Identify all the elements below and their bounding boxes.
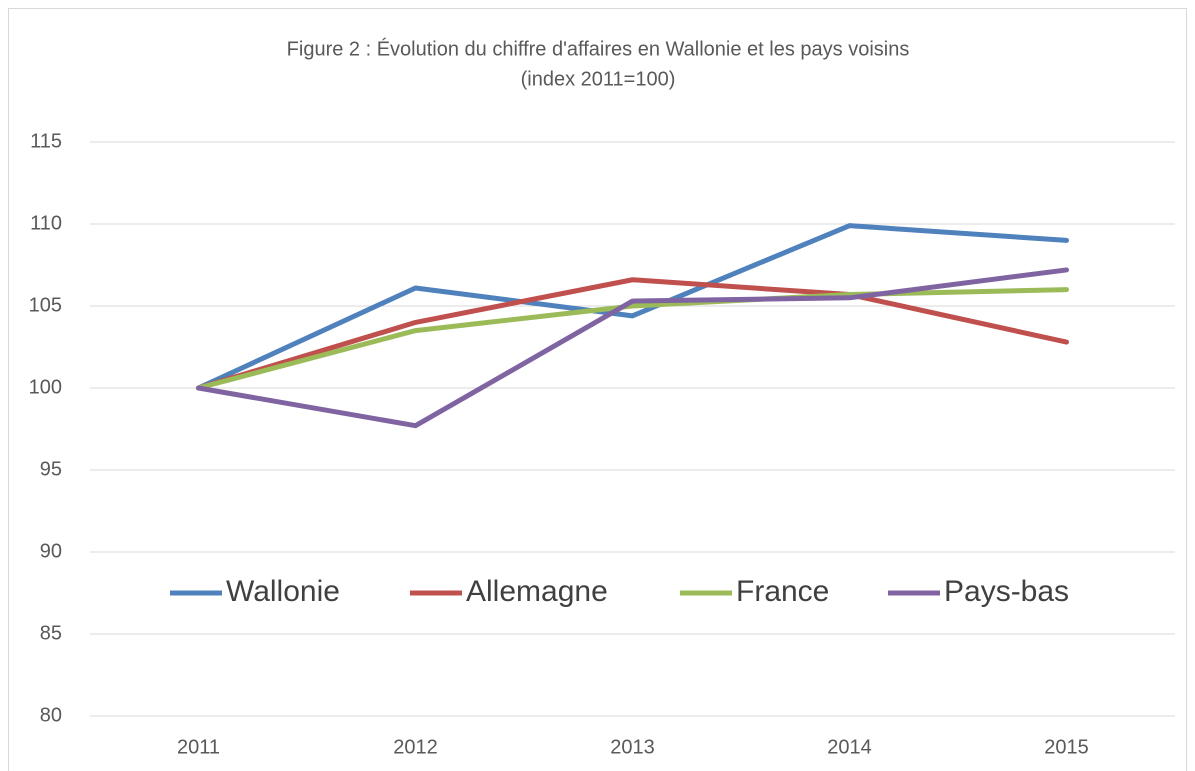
x-tick-label: 2015 [1044,736,1089,758]
y-tick-label: 105 [29,294,62,316]
series-line [196,223,1069,391]
x-tick-label: 2011 [177,736,220,758]
series-line [196,267,1069,429]
x-tick-label: 2013 [610,736,655,758]
chart-subtitle: (index 2011=100) [521,68,676,90]
legend-label: France [736,575,829,608]
series-line [196,277,1069,391]
x-tick-label: 2014 [827,736,872,758]
y-tick-label: 110 [30,212,62,234]
y-tick-label: 100 [29,376,62,398]
legend-label: Pays-bas [944,575,1069,608]
y-tick-label: 95 [40,458,62,480]
series-line [196,287,1069,391]
legend-label: Allemagne [466,575,608,608]
chart-title: Figure 2 : Évolution du chiffre d'affair… [287,37,910,60]
y-tick-label: 115 [30,130,62,152]
y-tick-label: 80 [40,704,62,726]
y-tick-label: 90 [40,540,62,562]
chart-border [8,8,1187,771]
legend-label: Wallonie [226,575,340,608]
x-tick-label: 2012 [393,736,438,758]
y-tick-label: 85 [40,622,62,644]
